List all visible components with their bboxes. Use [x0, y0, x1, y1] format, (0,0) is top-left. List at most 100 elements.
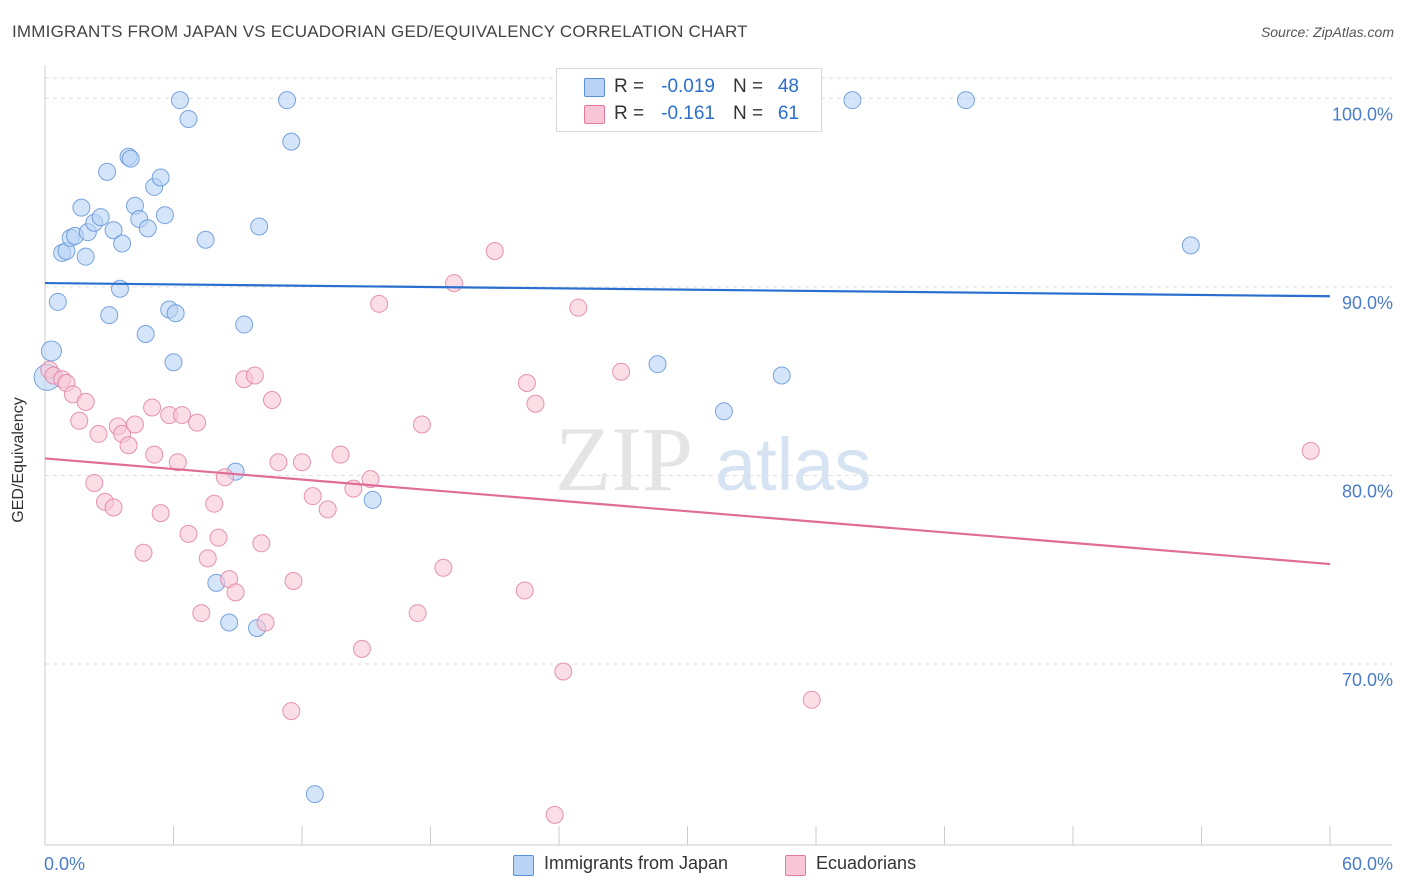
japan-point [100, 306, 119, 325]
axis-layer [44, 65, 1392, 846]
japan-point [714, 402, 733, 421]
ecuadorian-point [134, 543, 153, 562]
ecuadorian-point [188, 413, 207, 432]
japan-point [250, 217, 269, 236]
ecuadorian-point [263, 390, 282, 409]
japan-point [40, 340, 62, 362]
japan-point [282, 132, 301, 151]
japan-point [305, 785, 324, 804]
japan-point [220, 613, 239, 632]
ecuadorian-point [526, 394, 545, 413]
ecuadorian-point [119, 436, 138, 455]
r-label: R = [614, 76, 645, 97]
japan-point [1181, 236, 1200, 255]
chart-title: IMMIGRANTS FROM JAPAN VS ECUADORIAN GED/… [12, 22, 748, 41]
correlation-legend: R = -0.019 N = 48 R = -0.161 N = 61 [556, 68, 822, 132]
ecuadorian-point [252, 534, 271, 553]
japan-point [164, 353, 183, 372]
japan-point [76, 247, 95, 266]
ecuadorian-point [517, 374, 536, 393]
ecuadorian-point [173, 406, 192, 425]
points-layer [33, 91, 1320, 824]
japan-point [104, 221, 123, 240]
japan-point [151, 168, 170, 187]
ecuadorian-point [515, 581, 534, 600]
japan-point [278, 91, 297, 110]
japan-point [166, 304, 185, 323]
japan-point [772, 366, 791, 385]
japan-point [91, 208, 110, 227]
legend-label: Immigrants from Japan [544, 853, 729, 873]
ecuadorian-point [1301, 441, 1320, 460]
ecuadorian-point [554, 662, 573, 681]
ecuadorians-swatch [785, 855, 806, 876]
japan-point [196, 230, 215, 249]
ecuadorian-point [151, 504, 170, 523]
r-label: R = [614, 103, 645, 124]
source-credit: Source: ZipAtlas.com [1260, 24, 1394, 40]
ecuadorians-swatch [584, 105, 605, 124]
label-layer: 70.0% 80.0% 90.0% 100.0% 0.0% 60.0% [44, 104, 1393, 874]
ecuadorian-point [412, 415, 431, 434]
ecuadorian-point [209, 528, 228, 547]
japan-point [956, 91, 975, 110]
ecuadorian-point [612, 362, 631, 381]
legend-row-ecuadorians: R = -0.161 N = 61 [557, 100, 821, 128]
series-legend: Immigrants from Japan Ecuadorians [0, 852, 1406, 878]
ecuadorian-point [269, 453, 288, 472]
y-tick-label: 70.0% [1342, 670, 1393, 690]
ecuadorian-point [293, 453, 311, 472]
japan-point [48, 292, 67, 311]
watermark-atlas: atlas [715, 423, 871, 506]
ecuadorian-point [168, 453, 187, 472]
r-value: -0.019 [661, 76, 715, 97]
japan-point [648, 355, 667, 374]
japan-point [155, 206, 174, 225]
japan-point [170, 91, 189, 110]
ecuadorian-point [215, 468, 234, 487]
japan-point [72, 198, 91, 217]
y-axis-label: GED/Equivalency [10, 397, 27, 523]
japan-point [843, 91, 862, 110]
ecuadorian-point [318, 500, 337, 519]
ecuadorian-point [192, 604, 211, 623]
ecuadorian-point [179, 524, 198, 543]
japan-point [363, 490, 382, 509]
japan-point [113, 234, 132, 253]
ecuadorian-point [125, 415, 144, 434]
legend-label: Ecuadorians [816, 853, 917, 873]
ecuadorian-point [104, 498, 123, 517]
ecuadorian-point [143, 398, 162, 417]
r-value: -0.161 [661, 103, 715, 124]
japan-swatch [584, 78, 605, 97]
ecuadorian-point [284, 572, 303, 591]
ecuadorian-point [245, 366, 264, 385]
ecuadorian-point [370, 294, 389, 313]
ecuadorian-point [331, 445, 350, 464]
ecuadorian-point [445, 274, 464, 293]
n-label: N = [733, 76, 764, 97]
n-value: 61 [777, 103, 799, 124]
x-tick-label-min: 0.0% [44, 854, 85, 874]
ecuadorian-point [352, 639, 371, 658]
ecuadorian-point [76, 392, 95, 411]
watermark-zip: ZIP [555, 408, 693, 510]
zipatlas-watermark: ZIP atlas [555, 408, 871, 510]
ecuadorian-point [256, 613, 275, 632]
y-tick-label: 80.0% [1342, 481, 1393, 501]
ecuadorian-point [85, 473, 104, 492]
ecuadorian-point [303, 487, 322, 506]
japan-trend-line [44, 281, 1331, 298]
ecuadorian-point [89, 424, 108, 443]
ecuadorian-point [569, 298, 588, 317]
n-value: 48 [777, 76, 799, 97]
y-tick-label: 100.0% [1332, 104, 1393, 124]
y-tick-label: 90.0% [1342, 293, 1393, 313]
x-tick-label-max: 60.0% [1342, 854, 1393, 874]
ecuadorian-point [282, 702, 301, 721]
ecuadorian-point [485, 242, 504, 261]
ecuadorian-point [802, 690, 821, 709]
japan-point [136, 324, 155, 343]
ecuadorian-point [145, 445, 164, 464]
